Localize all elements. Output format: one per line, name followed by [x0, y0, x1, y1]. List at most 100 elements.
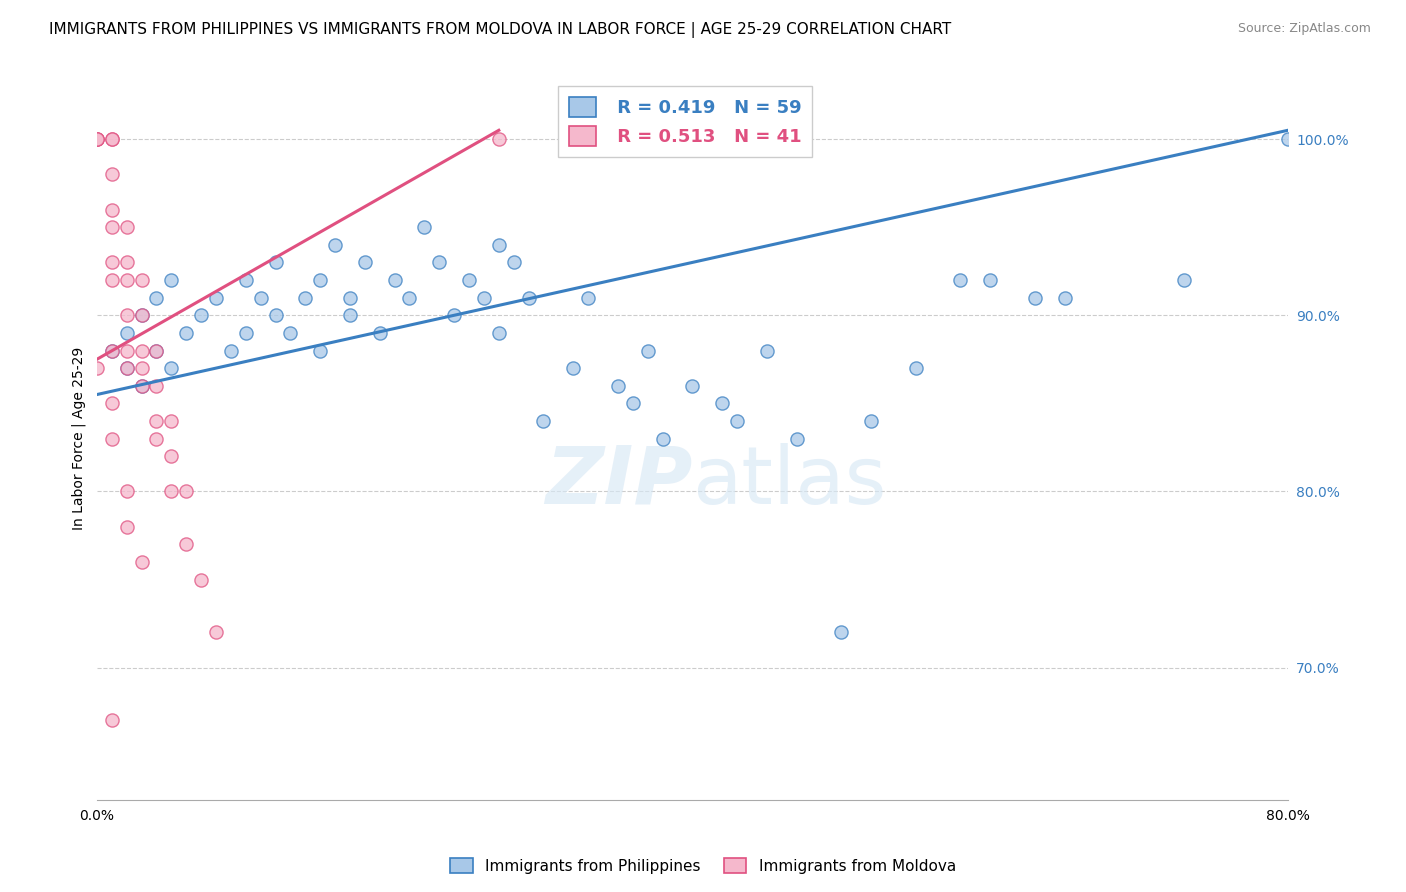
Point — [443, 308, 465, 322]
Point — [264, 255, 287, 269]
Point — [190, 308, 212, 322]
Point — [488, 237, 510, 252]
Point — [131, 308, 153, 322]
Point — [830, 625, 852, 640]
Point — [264, 308, 287, 322]
Point — [205, 291, 228, 305]
Point — [160, 484, 183, 499]
Point — [145, 291, 167, 305]
Point — [115, 326, 138, 340]
Point — [160, 273, 183, 287]
Point — [115, 361, 138, 376]
Point — [725, 414, 748, 428]
Point — [205, 625, 228, 640]
Point — [100, 343, 122, 358]
Point — [711, 396, 734, 410]
Text: Source: ZipAtlas.com: Source: ZipAtlas.com — [1237, 22, 1371, 36]
Point — [131, 555, 153, 569]
Point — [651, 432, 673, 446]
Point — [755, 343, 778, 358]
Point — [100, 132, 122, 146]
Point — [398, 291, 420, 305]
Point — [115, 484, 138, 499]
Point — [100, 167, 122, 181]
Point — [190, 573, 212, 587]
Point — [576, 291, 599, 305]
Point — [413, 220, 436, 235]
Point — [131, 361, 153, 376]
Point — [131, 308, 153, 322]
Point — [979, 273, 1001, 287]
Point — [174, 326, 197, 340]
Point — [637, 343, 659, 358]
Point — [145, 378, 167, 392]
Point — [219, 343, 242, 358]
Point — [100, 220, 122, 235]
Point — [472, 291, 495, 305]
Point — [323, 237, 346, 252]
Point — [145, 432, 167, 446]
Point — [1024, 291, 1046, 305]
Point — [174, 537, 197, 551]
Point — [339, 291, 361, 305]
Point — [488, 326, 510, 340]
Point — [131, 378, 153, 392]
Point — [235, 273, 257, 287]
Legend:  R = 0.419   N = 59,  R = 0.513   N = 41: R = 0.419 N = 59, R = 0.513 N = 41 — [558, 87, 813, 157]
Point — [949, 273, 972, 287]
Point — [309, 343, 332, 358]
Point — [786, 432, 808, 446]
Point — [100, 396, 122, 410]
Point — [859, 414, 882, 428]
Text: IMMIGRANTS FROM PHILIPPINES VS IMMIGRANTS FROM MOLDOVA IN LABOR FORCE | AGE 25-2: IMMIGRANTS FROM PHILIPPINES VS IMMIGRANT… — [49, 22, 952, 38]
Point — [100, 432, 122, 446]
Point — [115, 343, 138, 358]
Text: ZIP: ZIP — [546, 443, 692, 521]
Point — [115, 308, 138, 322]
Point — [145, 343, 167, 358]
Point — [100, 132, 122, 146]
Point — [86, 132, 108, 146]
Point — [249, 291, 271, 305]
Point — [517, 291, 540, 305]
Point — [86, 361, 108, 376]
Point — [1277, 132, 1299, 146]
Point — [353, 255, 375, 269]
Point — [904, 361, 927, 376]
Point — [115, 220, 138, 235]
Point — [1173, 273, 1195, 287]
Point — [174, 484, 197, 499]
Point — [115, 273, 138, 287]
Point — [115, 361, 138, 376]
Point — [86, 132, 108, 146]
Point — [339, 308, 361, 322]
Point — [131, 343, 153, 358]
Point — [160, 449, 183, 463]
Point — [145, 343, 167, 358]
Point — [384, 273, 406, 287]
Point — [502, 255, 524, 269]
Point — [100, 343, 122, 358]
Point — [100, 255, 122, 269]
Legend: Immigrants from Philippines, Immigrants from Moldova: Immigrants from Philippines, Immigrants … — [444, 852, 962, 880]
Point — [533, 414, 555, 428]
Point — [294, 291, 316, 305]
Point — [488, 132, 510, 146]
Point — [100, 714, 122, 728]
Point — [309, 273, 332, 287]
Point — [100, 273, 122, 287]
Point — [458, 273, 481, 287]
Point — [145, 414, 167, 428]
Point — [562, 361, 585, 376]
Point — [280, 326, 302, 340]
Point — [427, 255, 450, 269]
Y-axis label: In Labor Force | Age 25-29: In Labor Force | Age 25-29 — [72, 347, 86, 530]
Point — [160, 414, 183, 428]
Point — [115, 519, 138, 533]
Point — [86, 132, 108, 146]
Point — [160, 361, 183, 376]
Point — [1053, 291, 1076, 305]
Text: atlas: atlas — [692, 443, 887, 521]
Point — [100, 202, 122, 217]
Point — [681, 378, 703, 392]
